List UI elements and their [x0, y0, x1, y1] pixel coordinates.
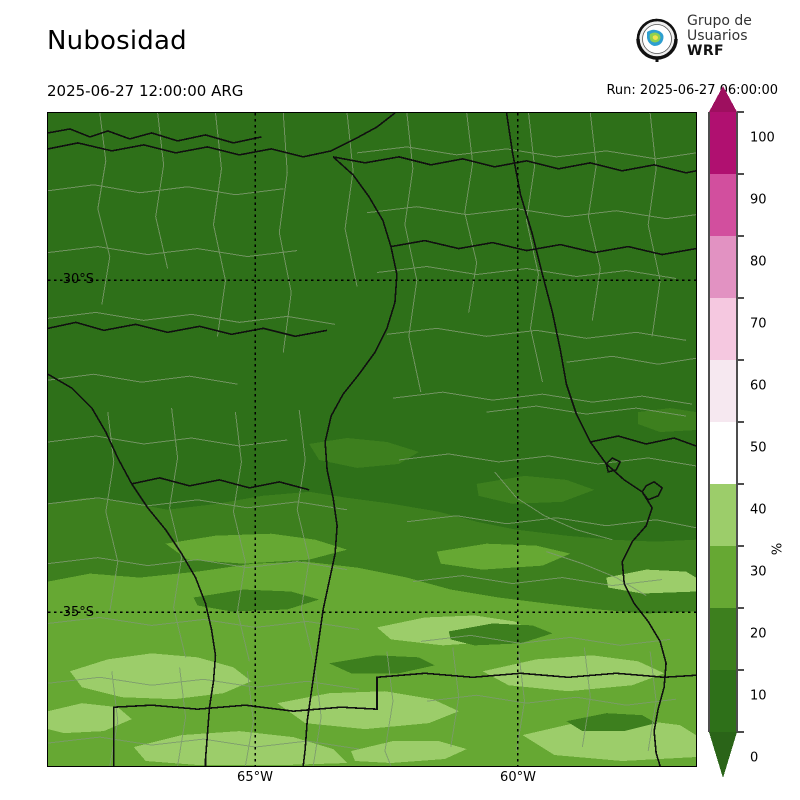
wrf-globe-emblem-icon — [636, 18, 678, 62]
colorbar-tick-50: 50 — [750, 440, 767, 456]
colorbar-tick-90: 90 — [750, 192, 767, 208]
y-axis-tick-35S: 35°S — [62, 605, 94, 620]
wrf-user-group-logo: Grupo de Usuarios WRF — [633, 13, 778, 69]
run-time-label: Run: 2025-06-27 06:00:00 — [606, 83, 778, 98]
logo-text: Grupo de Usuarios WRF — [687, 13, 752, 60]
colorbar-unit-label: % — [770, 542, 786, 556]
colorbar[interactable]: 100 90 80 70 60 50 40 30 20 10 0 % — [708, 86, 786, 778]
map-plot-area[interactable] — [47, 112, 697, 767]
colorbar-tick-0: 0 — [750, 750, 759, 766]
colorbar-tick-40: 40 — [750, 502, 767, 518]
colorbar-tick-20: 20 — [750, 626, 767, 642]
page-title: Nubosidad — [47, 26, 187, 56]
y-axis-tick-30S: 30°S — [62, 272, 94, 287]
colorbar-tick-30: 30 — [750, 564, 767, 580]
x-axis-tick-60W: 60°W — [500, 770, 536, 785]
colorbar-swatches — [708, 86, 744, 778]
colorbar-tick-60: 60 — [750, 378, 767, 394]
x-axis-tick-65W: 65°W — [237, 770, 273, 785]
logo-line-2: Usuarios — [687, 28, 748, 45]
colorbar-tick-10: 10 — [750, 688, 767, 704]
cloud-cover-raster — [48, 113, 696, 766]
colorbar-tick-80: 80 — [750, 254, 767, 270]
logo-line-3: WRF — [687, 43, 724, 60]
colorbar-tick-100: 100 — [750, 130, 775, 146]
valid-time-label: 2025-06-27 12:00:00 ARG — [47, 82, 244, 100]
logo-line-1: Grupo de — [687, 13, 752, 29]
colorbar-tick-70: 70 — [750, 316, 767, 332]
